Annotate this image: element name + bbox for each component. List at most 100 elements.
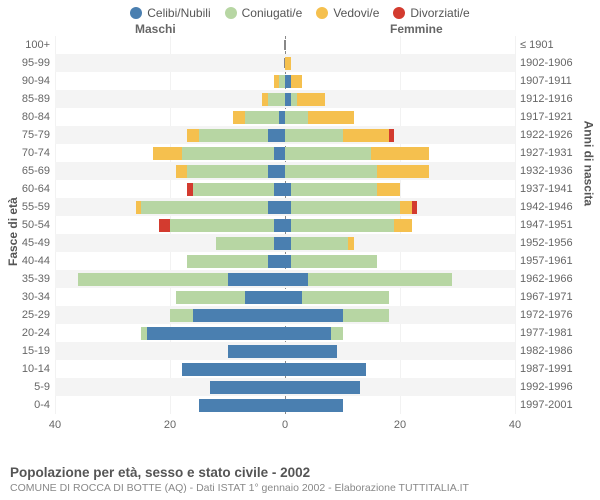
age-label: 35-39 <box>0 270 50 288</box>
birth-label: 1922-1926 <box>520 126 595 144</box>
bar-segment-male <box>274 237 286 250</box>
pyramid-chart <box>55 36 515 414</box>
age-band <box>55 180 515 198</box>
bar-segment-female <box>285 57 291 70</box>
birth-label: 1917-1921 <box>520 108 595 126</box>
age-band <box>55 216 515 234</box>
birth-label: 1992-1996 <box>520 378 595 396</box>
bar-segment-male <box>216 237 274 250</box>
age-label: 15-19 <box>0 342 50 360</box>
bar-segment-male <box>274 219 286 232</box>
gender-labels: Maschi Femmine <box>0 22 600 36</box>
bar-segment-female <box>291 75 303 88</box>
bar-segment-male <box>187 183 193 196</box>
bar-segment-female <box>285 363 366 376</box>
age-label: 95-99 <box>0 54 50 72</box>
age-band <box>55 72 515 90</box>
birth-label: 1962-1966 <box>520 270 595 288</box>
bar-segment-female <box>285 273 308 286</box>
bar-segment-female <box>291 237 349 250</box>
age-band <box>55 324 515 342</box>
bar-segment-male <box>193 183 274 196</box>
legend-item: Vedovi/e <box>316 6 379 20</box>
age-label: 10-14 <box>0 360 50 378</box>
bar-segment-male <box>182 147 274 160</box>
bar-segment-female <box>285 309 343 322</box>
bar-segment-male <box>228 273 286 286</box>
bar-segment-female <box>343 309 389 322</box>
bar-segment-female <box>285 147 371 160</box>
bar-segment-male <box>199 129 268 142</box>
bar-segment-male <box>78 273 228 286</box>
bar-segment-male <box>141 201 268 214</box>
age-label: 75-79 <box>0 126 50 144</box>
x-axis: 402002040 <box>55 414 515 432</box>
age-band <box>55 90 515 108</box>
chart-area: Fasce di età Anni di nascita 100+95-9990… <box>0 36 600 434</box>
age-band <box>55 36 515 54</box>
age-band <box>55 252 515 270</box>
bar-segment-female <box>291 255 377 268</box>
bar-segment-male <box>136 201 142 214</box>
legend-swatch <box>393 7 405 19</box>
bar-segment-female <box>285 381 360 394</box>
bar-segment-female <box>291 219 395 232</box>
legend-label: Vedovi/e <box>333 6 379 20</box>
bar-segment-female <box>308 273 452 286</box>
bar-segment-male <box>274 75 280 88</box>
age-label: 20-24 <box>0 324 50 342</box>
bar-segment-male <box>182 363 286 376</box>
birth-label: 1912-1916 <box>520 90 595 108</box>
footer: Popolazione per età, sesso e stato civil… <box>10 465 590 494</box>
legend-item: Coniugati/e <box>225 6 303 20</box>
bar-segment-male <box>193 309 285 322</box>
age-label: 85-89 <box>0 90 50 108</box>
x-tick: 20 <box>164 419 176 431</box>
age-label: 0-4 <box>0 396 50 414</box>
bar-segment-male <box>187 165 268 178</box>
bar-segment-male <box>141 327 147 340</box>
bar-segment-male <box>159 219 171 232</box>
bar-segment-male <box>153 147 182 160</box>
birth-label: 1932-1936 <box>520 162 595 180</box>
legend-swatch <box>316 7 328 19</box>
age-label: 100+ <box>0 36 50 54</box>
bar-segment-male <box>187 129 199 142</box>
age-band <box>55 306 515 324</box>
chart-subtitle: COMUNE DI ROCCA DI BOTTE (AQ) - Dati IST… <box>10 482 590 494</box>
age-band <box>55 198 515 216</box>
age-band <box>55 162 515 180</box>
bar-segment-male <box>176 165 188 178</box>
legend-label: Coniugati/e <box>242 6 303 20</box>
legend-swatch <box>130 7 142 19</box>
legend-label: Celibi/Nubili <box>147 6 210 20</box>
age-label: 40-44 <box>0 252 50 270</box>
bar-segment-male <box>268 165 285 178</box>
x-tick: 0 <box>282 419 288 431</box>
bar-segment-female <box>302 291 388 304</box>
birth-label: 1967-1971 <box>520 288 595 306</box>
bar-segment-female <box>291 201 400 214</box>
age-label: 30-34 <box>0 288 50 306</box>
bar-segment-female <box>412 201 418 214</box>
bar-segment-male <box>274 147 286 160</box>
bar-segment-female <box>331 327 343 340</box>
bar-segment-female <box>400 201 412 214</box>
birth-label: 1957-1961 <box>520 252 595 270</box>
bar-segment-male <box>210 381 285 394</box>
age-band <box>55 288 515 306</box>
bar-segment-male <box>233 111 245 124</box>
age-band <box>55 360 515 378</box>
age-label: 55-59 <box>0 198 50 216</box>
age-band <box>55 234 515 252</box>
birth-label: 1942-1946 <box>520 198 595 216</box>
bar-segment-male <box>274 183 286 196</box>
age-band <box>55 270 515 288</box>
bar-segment-female <box>377 165 429 178</box>
bar-segment-female <box>348 237 354 250</box>
x-tick: 40 <box>509 419 521 431</box>
bar-segment-male <box>187 255 268 268</box>
age-label: 45-49 <box>0 234 50 252</box>
x-tick: 20 <box>394 419 406 431</box>
bar-segment-male <box>268 129 285 142</box>
